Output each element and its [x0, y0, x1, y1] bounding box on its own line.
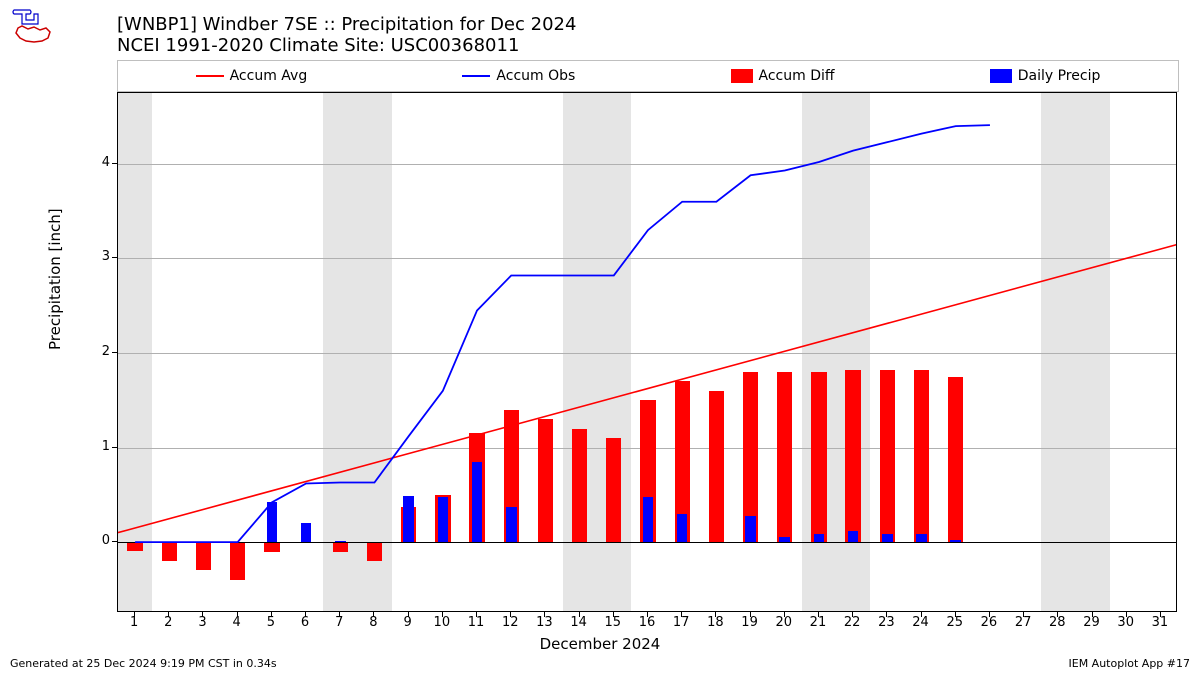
footer-right: IEM Autoplot App #17 — [1069, 657, 1191, 670]
x-tick-mark — [476, 612, 477, 617]
x-tick-label: 20 — [775, 615, 792, 630]
x-tick-mark — [271, 612, 272, 617]
x-tick-label: 9 — [404, 615, 412, 630]
x-tick-mark — [989, 612, 990, 617]
x-tick-mark — [715, 612, 716, 617]
legend-item-accum-avg: Accum Avg — [196, 68, 308, 84]
x-tick-mark — [852, 612, 853, 617]
x-tick-mark — [339, 612, 340, 617]
iem-logo — [8, 6, 56, 46]
x-tick-mark — [168, 612, 169, 617]
legend-label-accum-avg: Accum Avg — [230, 68, 308, 84]
legend: Accum Avg Accum Obs Accum Diff Daily Pre… — [117, 60, 1179, 92]
y-tick-label: 4 — [80, 155, 110, 170]
legend-item-daily-precip: Daily Precip — [990, 68, 1101, 84]
x-tick-mark — [305, 612, 306, 617]
x-tick-label: 25 — [946, 615, 963, 630]
x-tick-label: 23 — [878, 615, 895, 630]
x-tick-label: 11 — [468, 615, 485, 630]
x-tick-mark — [613, 612, 614, 617]
x-tick-label: 1 — [130, 615, 138, 630]
legend-item-accum-diff: Accum Diff — [731, 68, 835, 84]
x-tick-label: 26 — [981, 615, 998, 630]
chart-container: [WNBP1] Windber 7SE :: Precipitation for… — [0, 0, 1200, 675]
legend-swatch-accum-diff — [731, 69, 753, 83]
x-tick-mark — [134, 612, 135, 617]
x-tick-mark — [886, 612, 887, 617]
plot-area — [117, 92, 1177, 612]
legend-swatch-daily-precip — [990, 69, 1012, 83]
x-tick-mark — [1126, 612, 1127, 617]
x-tick-label: 15 — [605, 615, 622, 630]
x-tick-mark — [579, 612, 580, 617]
y-tick-label: 0 — [80, 533, 110, 548]
x-tick-mark — [784, 612, 785, 617]
x-tick-mark — [1092, 612, 1093, 617]
y-tick-mark — [112, 352, 117, 353]
y-tick-label: 1 — [80, 439, 110, 454]
x-tick-label: 7 — [335, 615, 343, 630]
x-tick-label: 22 — [844, 615, 861, 630]
x-tick-label: 17 — [673, 615, 690, 630]
x-tick-mark — [750, 612, 751, 617]
legend-swatch-accum-obs — [462, 75, 490, 77]
legend-item-accum-obs: Accum Obs — [462, 68, 575, 84]
x-tick-mark — [442, 612, 443, 617]
legend-label-accum-diff: Accum Diff — [759, 68, 835, 84]
title-line-1: [WNBP1] Windber 7SE :: Precipitation for… — [117, 14, 576, 35]
x-tick-label: 8 — [369, 615, 377, 630]
x-tick-mark — [1057, 612, 1058, 617]
x-tick-label: 31 — [1152, 615, 1169, 630]
accum-obs-line — [135, 125, 990, 542]
x-tick-mark — [955, 612, 956, 617]
y-tick-mark — [112, 447, 117, 448]
x-tick-label: 12 — [502, 615, 519, 630]
x-tick-mark — [544, 612, 545, 617]
x-tick-label: 13 — [536, 615, 553, 630]
title-line-2: NCEI 1991-2020 Climate Site: USC00368011 — [117, 35, 576, 56]
x-tick-mark — [237, 612, 238, 617]
x-tick-mark — [647, 612, 648, 617]
footer-left: Generated at 25 Dec 2024 9:19 PM CST in … — [10, 657, 277, 670]
x-tick-mark — [373, 612, 374, 617]
chart-titles: [WNBP1] Windber 7SE :: Precipitation for… — [117, 14, 576, 56]
y-tick-mark — [112, 257, 117, 258]
x-tick-label: 18 — [707, 615, 724, 630]
x-tick-label: 28 — [1049, 615, 1066, 630]
x-tick-label: 14 — [570, 615, 587, 630]
accum-avg-line — [118, 244, 1177, 532]
x-tick-label: 29 — [1083, 615, 1100, 630]
legend-label-daily-precip: Daily Precip — [1018, 68, 1101, 84]
x-tick-mark — [1023, 612, 1024, 617]
x-tick-label: 3 — [198, 615, 206, 630]
x-tick-label: 30 — [1117, 615, 1134, 630]
x-tick-label: 19 — [741, 615, 758, 630]
legend-swatch-accum-avg — [196, 75, 224, 77]
x-tick-label: 27 — [1015, 615, 1032, 630]
x-tick-label: 2 — [164, 615, 172, 630]
x-tick-mark — [1160, 612, 1161, 617]
x-tick-mark — [921, 612, 922, 617]
x-tick-label: 4 — [233, 615, 241, 630]
y-tick-mark — [112, 541, 117, 542]
x-tick-label: 6 — [301, 615, 309, 630]
x-tick-mark — [818, 612, 819, 617]
x-tick-mark — [408, 612, 409, 617]
x-tick-label: 21 — [810, 615, 827, 630]
y-tick-label: 2 — [80, 344, 110, 359]
legend-label-accum-obs: Accum Obs — [496, 68, 575, 84]
y-tick-label: 3 — [80, 249, 110, 264]
x-tick-mark — [202, 612, 203, 617]
y-axis-label: Precipitation [inch] — [46, 208, 64, 350]
lines-layer — [118, 93, 1177, 612]
x-tick-mark — [510, 612, 511, 617]
x-tick-mark — [681, 612, 682, 617]
x-tick-label: 24 — [912, 615, 929, 630]
x-axis-label: December 2024 — [0, 635, 1200, 653]
y-tick-mark — [112, 163, 117, 164]
x-tick-label: 5 — [267, 615, 275, 630]
x-tick-label: 10 — [434, 615, 451, 630]
x-tick-label: 16 — [639, 615, 656, 630]
